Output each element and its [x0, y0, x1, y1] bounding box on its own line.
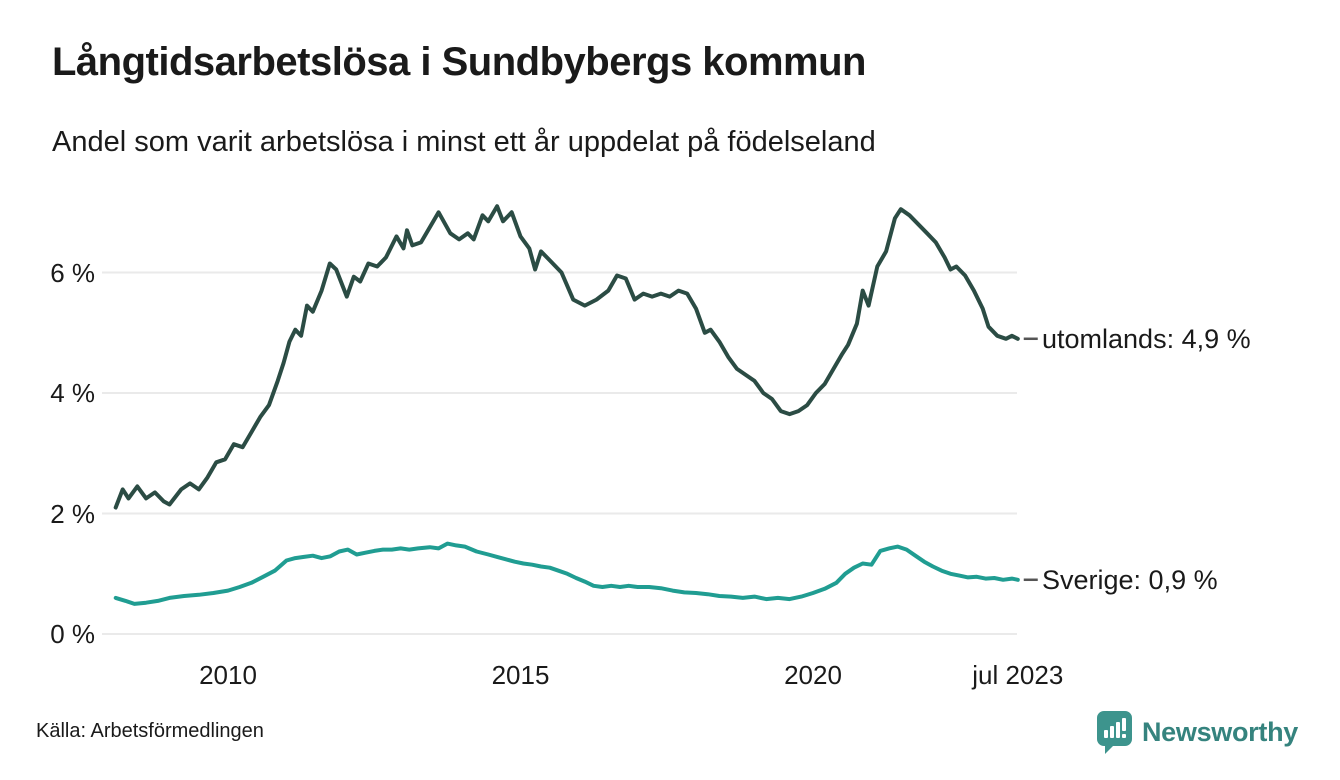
x-tick-label-2015: 2015	[491, 660, 550, 690]
x-tick-label-2020: 2020	[784, 660, 842, 690]
series-end-label-sverige: Sverige: 0,9 %	[1042, 564, 1218, 595]
y-tick-label-6: 6 %	[50, 257, 95, 288]
brand-name: Newsworthy	[1141, 716, 1298, 747]
line-series-utomlands	[113, 204, 1020, 510]
source-caption: Källa: Arbetsförmedlingen	[36, 720, 264, 742]
y-tick-label-2: 2 %	[50, 498, 95, 529]
x-tick-label-jul-2023: jul 2023	[972, 660, 1064, 690]
brand-logo: Newsworthy	[1096, 710, 1298, 754]
y-tick-label-4: 4 %	[50, 378, 95, 408]
series-end-label-utomlands: utomlands: 4,9 %	[1042, 323, 1251, 354]
y-tick-label-0: 0 %	[50, 619, 95, 649]
newsworthy-bubble-chart-icon	[1096, 710, 1133, 754]
page-title: Långtidsarbetslösa i Sundbybergs kommun	[52, 40, 866, 84]
line-series-sverige	[113, 541, 1020, 606]
page-subtitle: Andel som varit arbetslösa i minst ett å…	[52, 126, 876, 158]
x-tick-label-2010: 2010	[199, 660, 257, 690]
